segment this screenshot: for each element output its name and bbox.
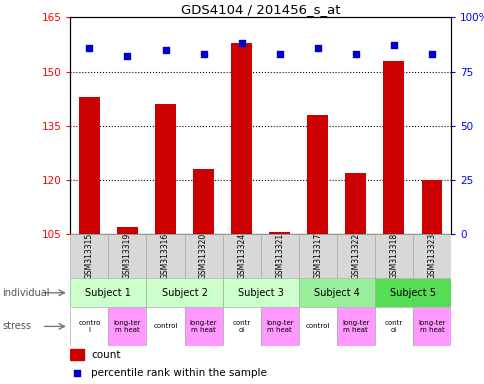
Bar <box>345 173 365 234</box>
Bar <box>70 307 108 346</box>
Text: long-ter
m heat: long-ter m heat <box>189 320 217 333</box>
Bar <box>298 234 336 278</box>
Bar <box>155 104 176 234</box>
Point <box>351 51 359 57</box>
Text: GSM313319: GSM313319 <box>122 233 132 280</box>
Bar <box>374 307 412 346</box>
Text: control: control <box>305 323 329 329</box>
Text: GSM313323: GSM313323 <box>426 233 436 280</box>
Bar <box>222 307 260 346</box>
Text: contro
l: contro l <box>78 320 100 333</box>
Bar <box>70 234 108 278</box>
Text: GSM313324: GSM313324 <box>237 233 246 280</box>
Bar <box>146 307 184 346</box>
Bar <box>374 278 450 307</box>
Bar <box>193 169 213 234</box>
Text: GSM313318: GSM313318 <box>389 233 398 280</box>
Point <box>199 51 207 57</box>
Point <box>427 51 435 57</box>
Bar <box>184 307 222 346</box>
Text: percentile rank within the sample: percentile rank within the sample <box>91 367 267 377</box>
Bar <box>260 234 298 278</box>
Bar <box>70 349 83 360</box>
Bar <box>79 97 100 234</box>
Point <box>313 45 321 51</box>
Bar <box>412 307 450 346</box>
Text: count: count <box>91 349 121 359</box>
Bar <box>269 232 289 234</box>
Bar <box>307 115 328 234</box>
Bar <box>108 307 146 346</box>
Bar <box>146 278 222 307</box>
Point <box>161 47 169 53</box>
Text: Subject 1: Subject 1 <box>85 288 131 298</box>
Bar <box>383 61 404 234</box>
Point <box>275 51 283 57</box>
Text: long-ter
m heat: long-ter m heat <box>417 320 445 333</box>
Text: Subject 3: Subject 3 <box>237 288 283 298</box>
Text: stress: stress <box>2 321 31 331</box>
Bar <box>184 234 222 278</box>
Bar <box>298 307 336 346</box>
Text: Subject 2: Subject 2 <box>161 288 207 298</box>
Text: contr
ol: contr ol <box>384 320 402 333</box>
Text: GSM313321: GSM313321 <box>274 233 284 280</box>
Text: contr
ol: contr ol <box>232 320 250 333</box>
Text: GSM313315: GSM313315 <box>85 233 94 280</box>
Point <box>237 40 245 46</box>
Point <box>123 53 131 60</box>
Bar <box>70 278 146 307</box>
Text: Subject 5: Subject 5 <box>389 288 435 298</box>
Bar <box>412 234 450 278</box>
Title: GDS4104 / 201456_s_at: GDS4104 / 201456_s_at <box>181 3 340 16</box>
Bar <box>231 43 252 234</box>
Text: GSM313317: GSM313317 <box>313 233 322 280</box>
Bar <box>108 234 146 278</box>
Bar <box>298 278 374 307</box>
Point <box>85 45 93 51</box>
Text: Subject 4: Subject 4 <box>313 288 359 298</box>
Text: long-ter
m heat: long-ter m heat <box>265 320 293 333</box>
Point <box>73 369 80 376</box>
Text: GSM313322: GSM313322 <box>350 233 360 280</box>
Text: long-ter
m heat: long-ter m heat <box>113 320 141 333</box>
Bar <box>336 234 374 278</box>
Bar <box>336 307 374 346</box>
Text: GSM313316: GSM313316 <box>161 233 170 280</box>
Bar <box>260 307 298 346</box>
Bar <box>222 234 260 278</box>
Bar <box>146 234 184 278</box>
Text: GSM313320: GSM313320 <box>198 233 208 280</box>
Bar <box>117 227 137 234</box>
Text: long-ter
m heat: long-ter m heat <box>341 320 369 333</box>
Text: control: control <box>153 323 177 329</box>
Point <box>389 42 397 48</box>
Bar <box>222 278 298 307</box>
Bar <box>374 234 412 278</box>
Text: individual: individual <box>2 288 50 298</box>
Bar <box>421 180 441 234</box>
